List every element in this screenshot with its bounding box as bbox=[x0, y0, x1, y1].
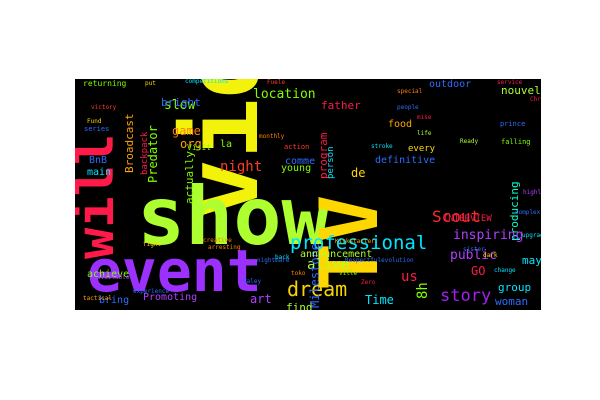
will-word: will bbox=[75, 134, 126, 259]
bright-word: bright bbox=[161, 96, 201, 109]
action-word: action bbox=[284, 143, 309, 151]
visit-word: Visit bbox=[187, 143, 211, 152]
prince-word: prince bbox=[500, 120, 525, 128]
zero-word: Zero bbox=[361, 279, 376, 286]
game-word: game bbox=[172, 124, 201, 138]
highly-word: highly bbox=[523, 189, 541, 196]
young-word: young bbox=[281, 163, 311, 174]
creative-word: creative bbox=[203, 237, 232, 244]
predator-word: Predator bbox=[146, 125, 160, 183]
org-word: org bbox=[180, 137, 202, 151]
word-label: show bbox=[137, 170, 330, 263]
competitions-word: competitions bbox=[185, 79, 229, 85]
ville-word: ville bbox=[339, 270, 357, 277]
broadcast-word: Broadcast bbox=[123, 113, 136, 173]
ready-word: Ready bbox=[460, 138, 478, 145]
every-word: every bbox=[408, 144, 436, 154]
story-word: story bbox=[440, 286, 491, 306]
back-word: back bbox=[275, 254, 290, 261]
word-label: video bbox=[164, 79, 281, 219]
word-cloud: video show event TV will professional dr… bbox=[75, 79, 541, 310]
alive-word: alive bbox=[307, 257, 349, 273]
word-label: will bbox=[75, 134, 126, 259]
word-cloud-canvas: video show event TV will professional dr… bbox=[75, 79, 541, 310]
kickstarter-word: Kickstarter bbox=[335, 238, 375, 245]
life-word: life bbox=[417, 130, 432, 137]
fuele-word: Fuele bbox=[267, 79, 285, 86]
event-word: event bbox=[87, 237, 262, 305]
milestone-word: Milestone bbox=[308, 243, 322, 308]
experience-word: experience bbox=[133, 288, 170, 295]
haley-word: Haley bbox=[243, 278, 261, 285]
bnb-word: BnB bbox=[89, 155, 107, 166]
main-word: main bbox=[87, 167, 111, 178]
comme-word: comme bbox=[285, 156, 315, 167]
time-word: Time bbox=[365, 293, 394, 307]
professional-word: professional bbox=[290, 232, 427, 254]
outdoor-word: outdoor bbox=[429, 79, 471, 90]
tv-word: TV bbox=[303, 195, 396, 291]
actually-word: actually bbox=[183, 151, 196, 204]
fund-word: Fund bbox=[87, 118, 102, 125]
person-word: person bbox=[326, 146, 336, 179]
people-word: people bbox=[397, 104, 419, 111]
us-word: us bbox=[401, 269, 418, 285]
producing-word: producing bbox=[508, 181, 521, 241]
dream-word: dream bbox=[287, 277, 347, 301]
arresting-word: arresting bbox=[208, 244, 241, 251]
word-label: TV bbox=[303, 195, 396, 291]
complex-word: complex bbox=[515, 209, 541, 216]
returning-word: returning bbox=[83, 79, 127, 88]
upgrade-word: upgrade bbox=[522, 232, 541, 239]
video-word: video bbox=[164, 79, 281, 219]
mise-word: mise bbox=[417, 114, 432, 121]
available-word: available bbox=[97, 274, 130, 281]
woman-word: woman bbox=[495, 295, 528, 308]
series-word: series bbox=[84, 125, 109, 133]
achieve-word: achieve bbox=[87, 269, 129, 280]
victory-word: victory bbox=[91, 104, 117, 111]
announcement-word: announcement bbox=[300, 249, 372, 260]
night-word: night bbox=[220, 159, 262, 175]
art-word: art bbox=[250, 292, 272, 306]
sister-word: sister bbox=[463, 246, 485, 253]
public-word: public bbox=[450, 248, 497, 263]
de-word: de bbox=[351, 166, 365, 180]
food-word: food bbox=[388, 119, 412, 130]
toko-word: toko bbox=[291, 270, 306, 277]
find-word: find bbox=[286, 301, 313, 310]
father-word: father bbox=[321, 99, 361, 112]
go-word: GO bbox=[471, 264, 485, 278]
monthly-word: monthly bbox=[259, 133, 285, 140]
fight-word: fight bbox=[143, 241, 161, 248]
definitive-word: definitive bbox=[375, 155, 435, 166]
tactical-word: tactical bbox=[83, 295, 112, 302]
nightmare-word: nightmare bbox=[257, 257, 290, 264]
location-word: location bbox=[253, 87, 316, 102]
falling-word: falling bbox=[501, 138, 531, 146]
scout-word: Scout bbox=[432, 207, 480, 226]
chris-word: Chris bbox=[530, 96, 541, 103]
backpack-word: backpack bbox=[140, 131, 150, 175]
group-word: group bbox=[498, 281, 531, 294]
respectfulevolution-word: Respectfulevolution bbox=[345, 257, 414, 264]
stroke-word: stroke bbox=[371, 143, 393, 150]
promoting-word: Promoting bbox=[143, 292, 197, 303]
nouvelle-word: nouvelle bbox=[501, 84, 541, 97]
dark-word: dark bbox=[483, 252, 498, 259]
bring-word: bring bbox=[99, 295, 129, 306]
program-word: program bbox=[317, 132, 330, 179]
interview-word: INTERVIEW bbox=[443, 214, 492, 224]
may-word: may bbox=[522, 254, 541, 267]
put-word: put bbox=[145, 80, 156, 87]
show-word: show bbox=[137, 170, 330, 263]
special-word: special bbox=[397, 88, 423, 95]
slow-word: slow bbox=[164, 98, 195, 113]
inspiring-word: inspiring bbox=[453, 228, 523, 243]
la-word: la bbox=[220, 139, 232, 150]
change-word: change bbox=[494, 267, 516, 274]
8h-word: 8h bbox=[415, 282, 431, 299]
word-label: event bbox=[87, 237, 262, 305]
service-word: service bbox=[497, 79, 523, 86]
